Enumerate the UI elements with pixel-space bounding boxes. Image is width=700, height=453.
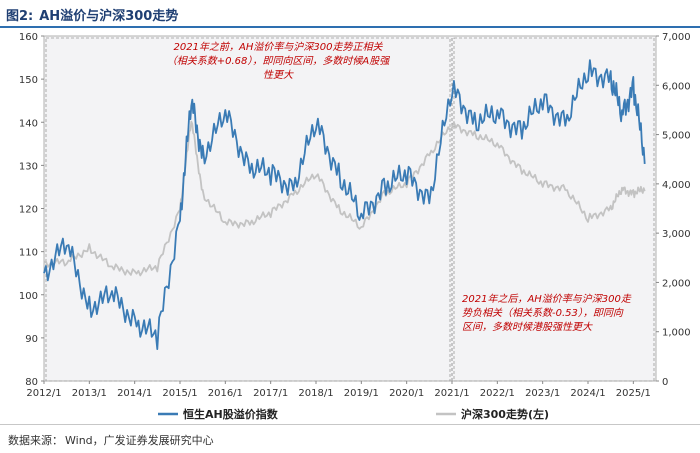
right-axis-tick-label: 5,000 (662, 131, 691, 142)
bottom-divider (0, 424, 700, 425)
annotation-before-2021-line: 性更大 (263, 69, 294, 81)
x-axis-tick-label: 2025/1 (616, 388, 651, 399)
left-axis-tick-label: 160 (19, 32, 38, 43)
right-axis-tick-label: 2,000 (662, 278, 691, 289)
x-axis-tick-label: 2022/1 (480, 388, 515, 399)
x-axis-tick-label: 2015/1 (162, 388, 197, 399)
x-axis-tick-label: 2024/1 (570, 388, 605, 399)
right-axis-tick-label: 6,000 (662, 81, 691, 92)
figure-title: 图2: AH溢价与沪深300走势 (6, 5, 178, 24)
figure-title-bar: 图2: AH溢价与沪深300走势 (0, 0, 700, 28)
source-note: 数据来源： Wind，广发证券发展研究中心 (8, 432, 216, 448)
left-axis-tick-label: 100 (19, 291, 38, 302)
right-axis-tick-label: 4,000 (662, 180, 691, 191)
right-axis-tick-label: 1,000 (662, 328, 691, 339)
left-axis-tick-label: 130 (19, 161, 38, 172)
legend-label-hs300: 沪深300走势(左) (461, 407, 549, 421)
series-line-hs300 (43, 120, 646, 277)
right-axis-tick-label: 3,000 (662, 229, 691, 240)
left-axis-tick-label: 90 (25, 334, 38, 345)
series-line-ah-premium (43, 59, 646, 350)
x-axis-tick-label: 2019/1 (344, 388, 379, 399)
figure-title-text: AH溢价与沪深300走势 (39, 9, 179, 24)
right-axis-tick-label: 0 (662, 377, 668, 388)
x-axis-tick-label: 2021/1 (434, 388, 469, 399)
annotation-before-2021-line: 2021年之前，AH溢价率与沪深300走势正相关 (174, 41, 384, 53)
x-axis-tick-label: 2023/1 (525, 388, 560, 399)
figure-label: 图2: (6, 9, 34, 24)
region-box-after (453, 37, 655, 382)
left-axis-tick-label: 150 (19, 75, 38, 86)
legend-label-ah-premium: 恒生AH股溢价指数 (183, 407, 279, 421)
x-axis-tick-label: 2017/1 (253, 388, 288, 399)
source-prefix: 数据来源： (8, 434, 63, 447)
annotation-after-2021-line: 2021年之后，AH溢价率与沪深300走 (462, 293, 632, 305)
source-text: Wind，广发证券发展研究中心 (65, 434, 214, 447)
shaded-region-before (44, 36, 452, 381)
left-axis-tick-label: 120 (19, 205, 38, 216)
left-axis-tick-label: 110 (19, 248, 38, 259)
x-axis-tick-label: 2012/1 (26, 388, 61, 399)
chart: 80 90 100 110 120 130 140 150 160 0 1,000 2,000 3,00… (19, 32, 691, 421)
shaded-region-after (452, 36, 656, 381)
left-axis-tick-label: 140 (19, 118, 38, 129)
x-axis-tick-label: 2013/1 (72, 388, 107, 399)
right-axis-tick-label: 7,000 (662, 32, 691, 43)
annotation-after-2021-line: 区间，多数时候港股强性更大 (462, 321, 593, 333)
region-box-before (45, 37, 451, 382)
x-axis-tick-label: 2018/1 (298, 388, 333, 399)
annotation-after-2021-line: 势负相关（相关系数-0.53），即同向 (462, 307, 624, 319)
annotation-before-2021-line: （相关系数+0.68），即同向区间，多数时候A股强 (167, 55, 390, 67)
x-axis-tick-label: 2020/1 (389, 388, 424, 399)
left-axis-tick-label: 80 (25, 377, 38, 388)
x-axis-tick-label: 2014/1 (117, 388, 152, 399)
x-axis-tick-label: 2016/1 (208, 388, 243, 399)
